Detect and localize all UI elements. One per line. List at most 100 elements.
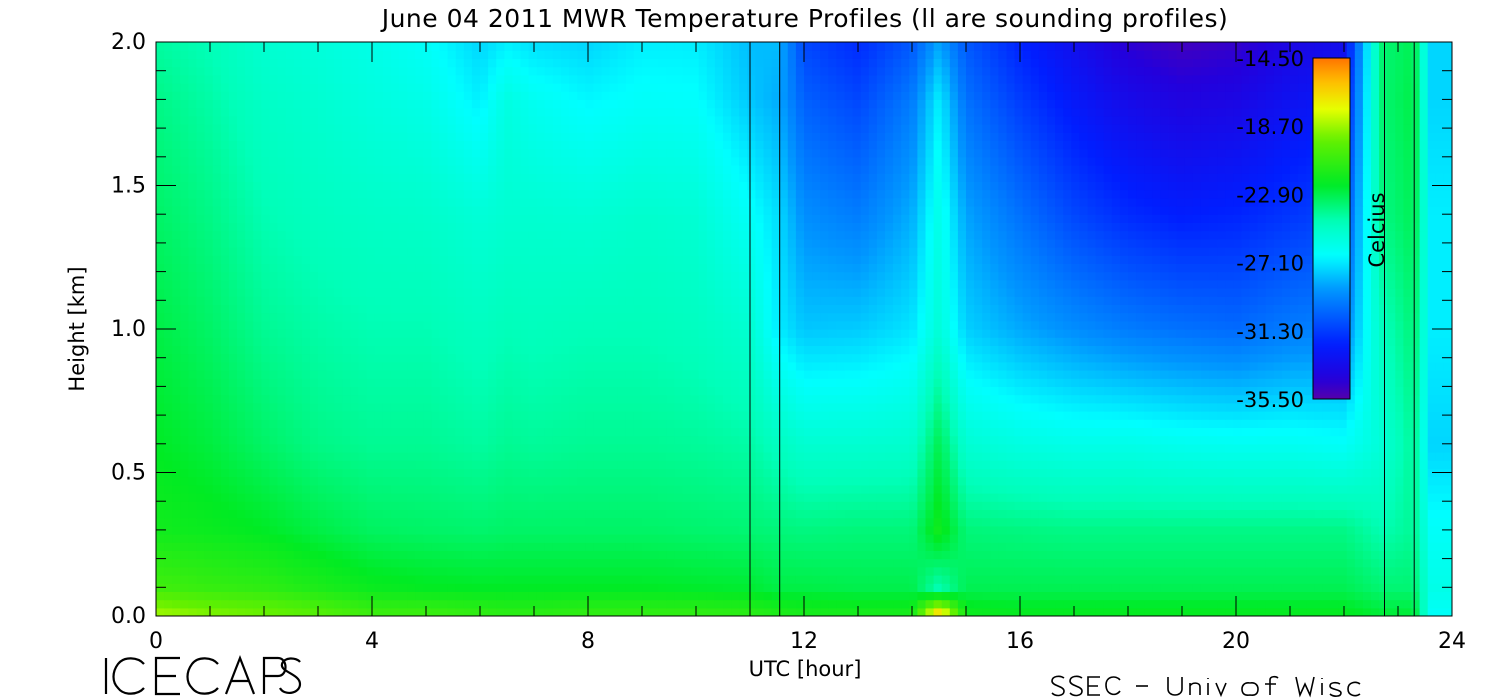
heatmap-cell <box>1281 493 1291 502</box>
heatmap-cell <box>820 534 829 543</box>
heatmap-cell <box>1346 476 1356 486</box>
heatmap-cell <box>1225 525 1234 535</box>
heatmap-cell <box>1071 509 1080 519</box>
heatmap-cell <box>1128 452 1137 461</box>
heatmap-cell <box>1290 443 1299 453</box>
heatmap-cell <box>1387 509 1396 519</box>
heatmap-cell <box>488 378 497 387</box>
heatmap-cell <box>293 427 303 437</box>
heatmap-cell <box>301 427 311 437</box>
heatmap-cell <box>1176 476 1186 486</box>
heatmap-cell <box>407 599 416 609</box>
heatmap-cell <box>439 419 449 428</box>
heatmap-cell <box>447 517 457 527</box>
heatmap-cell <box>301 517 311 527</box>
heatmap-cell <box>779 607 789 616</box>
heatmap-cell <box>569 378 578 387</box>
heatmap-cell <box>682 550 692 560</box>
heatmap-cell <box>245 443 254 453</box>
heatmap-cell <box>625 542 635 551</box>
heatmap-cell <box>512 566 522 576</box>
heatmap-cell <box>293 509 303 519</box>
heatmap-cell <box>220 386 230 396</box>
heatmap-cell <box>957 509 967 519</box>
heatmap-cell <box>1257 402 1267 412</box>
heatmap-cell <box>1443 591 1452 601</box>
heatmap-cell <box>1354 550 1364 560</box>
heatmap-cell <box>512 378 522 387</box>
heatmap-cell <box>447 361 457 371</box>
heatmap-cell <box>204 484 214 494</box>
heatmap-cell <box>836 402 846 412</box>
heatmap-cell <box>220 484 230 494</box>
heatmap-cell <box>366 353 376 363</box>
heatmap-cell <box>536 599 546 609</box>
heatmap-cell <box>1427 452 1437 461</box>
heatmap-cell <box>690 493 700 502</box>
heatmap-cell <box>164 607 173 616</box>
heatmap-cell <box>1079 370 1089 379</box>
heatmap-cell <box>1314 460 1323 469</box>
heatmap-cell <box>528 607 538 616</box>
heatmap-cell <box>447 583 457 592</box>
heatmap-cell <box>471 370 481 379</box>
heatmap-cell <box>1265 443 1275 453</box>
heatmap-cell <box>390 583 400 592</box>
heatmap-cell <box>277 353 287 363</box>
heatmap-cell <box>512 452 522 461</box>
heatmap-cell <box>407 575 416 584</box>
heatmap-cell <box>488 484 497 494</box>
heatmap-cell <box>496 468 505 478</box>
heatmap-cell <box>747 460 756 469</box>
heatmap-cell <box>188 394 198 404</box>
heatmap-cell <box>237 525 246 535</box>
heatmap-cell <box>180 493 189 502</box>
heatmap-cell <box>237 575 246 584</box>
heatmap-cell <box>1249 443 1259 453</box>
heatmap-cell <box>1111 517 1121 527</box>
heatmap-cell <box>1103 501 1113 510</box>
heatmap-cell <box>1314 484 1323 494</box>
heatmap-cell <box>1144 361 1153 371</box>
heatmap-cell <box>666 583 675 592</box>
heatmap-cell <box>1022 542 1032 551</box>
heatmap-cell <box>350 411 360 420</box>
heatmap-cell <box>982 460 991 469</box>
heatmap-cell <box>180 361 189 371</box>
heatmap-cell <box>277 394 287 404</box>
heatmap-cell <box>415 501 424 510</box>
heatmap-cell <box>1095 599 1105 609</box>
heatmap-cell <box>601 566 611 576</box>
heatmap-cell <box>423 411 432 420</box>
heatmap-cell <box>1217 468 1226 478</box>
heatmap-cell <box>318 534 327 543</box>
heatmap-cell <box>949 550 959 560</box>
heatmap-cell <box>1241 386 1251 396</box>
heatmap-cell <box>917 460 927 469</box>
heatmap-cell <box>237 493 246 502</box>
heatmap-cell <box>1354 419 1364 428</box>
heatmap-cell <box>1176 419 1186 428</box>
heatmap-cell <box>188 476 198 486</box>
heatmap-cell <box>1022 402 1032 412</box>
heatmap-cell <box>1192 550 1202 560</box>
heatmap-cell <box>1306 484 1315 494</box>
heatmap-cell <box>188 550 198 560</box>
heatmap-cell <box>1395 550 1404 560</box>
heatmap-cell <box>949 583 959 592</box>
heatmap-cell <box>1144 509 1153 519</box>
heatmap-cell <box>1168 443 1178 453</box>
heatmap-cell <box>917 501 927 510</box>
heatmap-cell <box>1160 452 1170 461</box>
heatmap-cell <box>787 558 797 568</box>
heatmap-cell <box>957 361 967 371</box>
heatmap-cell <box>957 386 967 396</box>
heatmap-cell <box>901 468 910 478</box>
heatmap-cell <box>1362 599 1372 609</box>
heatmap-cell <box>852 394 862 404</box>
heatmap-cell <box>1168 394 1178 404</box>
heatmap-cell <box>1403 501 1413 510</box>
heatmap-cell <box>1241 476 1251 486</box>
heatmap-cell <box>1371 443 1380 453</box>
heatmap-cell <box>893 402 902 412</box>
